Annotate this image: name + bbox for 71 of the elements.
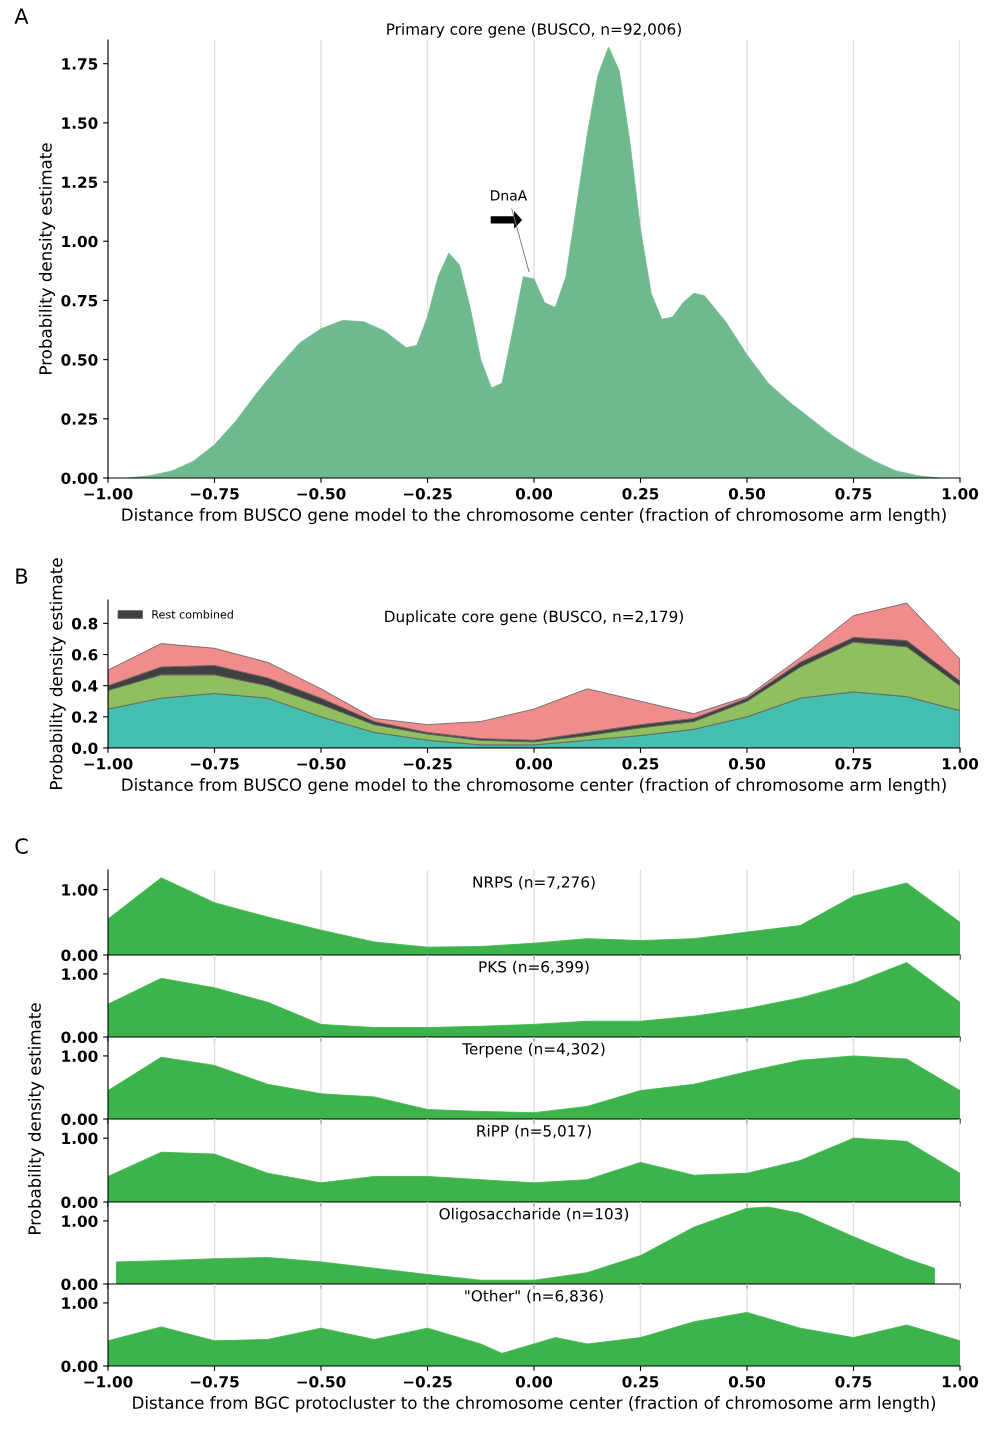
x-tick-label: −0.75 (190, 487, 239, 500)
x-tick-label: −0.50 (297, 487, 346, 500)
text: C (15, 838, 28, 854)
y-tick-label: 0.00 (61, 949, 98, 962)
y-tick-label: 1.00 (62, 1215, 98, 1227)
x-tick-label: 0.75 (835, 757, 872, 770)
y-tick-label: 0.75 (61, 294, 98, 307)
y-tick-label: 1.00 (62, 235, 98, 248)
text: Duplicate core gene (BUSCO, n=2,179) (385, 610, 683, 626)
x-tick-label: −0.50 (297, 1375, 346, 1388)
y-axis-title: Probability density estimate (27, 1003, 45, 1234)
x-tick-label: −0.25 (403, 487, 452, 500)
y-tick-label: 0.00 (61, 1031, 98, 1044)
x-tick-label: 0.00 (515, 757, 553, 770)
x-tick-label: −0.25 (403, 1375, 452, 1388)
x-tick-label: 0.25 (622, 757, 659, 770)
x-tick-label: −0.75 (190, 1375, 239, 1388)
y-tick-label: 0.4 (71, 680, 98, 692)
y-tick-label: 1.25 (62, 176, 98, 189)
y-tick-label: 1.00 (62, 1132, 98, 1145)
y-tick-label: 0.00 (61, 472, 98, 485)
x-tick-label: 0.75 (835, 1375, 872, 1388)
y-tick-label: 1.00 (62, 884, 98, 896)
x-tick-label: 0.00 (515, 487, 553, 500)
y-tick-label: 0.00 (61, 1360, 98, 1373)
chart-title: Terpene (n=4,302) (462, 1042, 605, 1058)
y-tick-label: 0.2 (71, 711, 97, 723)
text: A (14, 8, 29, 24)
chart-title: NRPS (n=7,276) (473, 875, 595, 890)
x-tick-label: 1.00 (942, 757, 979, 770)
x-tick-label: 1.00 (942, 1375, 979, 1388)
y-tick-label: 0.0 (71, 742, 98, 755)
chart-title: "Other" (n=6,836) (465, 1289, 603, 1304)
x-tick-label: −0.75 (190, 757, 239, 770)
y-tick-label: 0.6 (71, 648, 98, 661)
y-tick-label: 1.50 (62, 117, 98, 129)
x-tick-label: 0.50 (728, 487, 766, 500)
text: B (16, 568, 28, 584)
y-tick-label: 1.75 (62, 58, 98, 70)
x-tick-label: 1.00 (942, 487, 979, 500)
chart-title: PKS (n=6,399) (479, 960, 589, 975)
y-axis-title: Probability density estimate (38, 143, 56, 374)
y-tick-label: 0.00 (61, 1278, 98, 1291)
x-axis-title: Distance from BGC protocluster to the chromosome center (fraction of chromosome arm length) (133, 1396, 936, 1413)
x-tick-label: −1.00 (84, 487, 133, 500)
x-axis-title: Distance from BUSCO gene model to the chromosome center (fraction of chromosome arm length) (122, 778, 946, 795)
y-tick-label: 0.8 (71, 617, 98, 630)
x-tick-label: −0.50 (297, 757, 346, 770)
y-tick-label: 0.50 (61, 354, 98, 366)
y-tick-label: 0.00 (61, 1113, 98, 1126)
y-tick-label: 1.00 (62, 1050, 98, 1062)
annotation: DnaA (491, 190, 528, 201)
x-tick-label: −1.00 (84, 1375, 133, 1388)
legend-label: Rest combined (152, 610, 233, 619)
x-tick-label: 0.50 (728, 757, 766, 770)
chart-title: Primary core gene (BUSCO, n=92,006) (387, 23, 681, 38)
y-tick-label: 0.25 (61, 413, 98, 425)
x-axis-title: Distance from BUSCO gene model to the chromosome center (fraction of chromosome arm length) (122, 508, 946, 525)
chart-title: Oligosaccharide (n=103) (439, 1207, 629, 1223)
y-tick-label: 1.00 (62, 968, 98, 980)
chart-title: RiPP (n=5,017) (477, 1124, 591, 1139)
y-axis-title: Probability density estimate (49, 558, 66, 789)
x-tick-label: −1.00 (84, 757, 133, 770)
x-tick-label: 0.50 (728, 1375, 766, 1388)
x-tick-label: −0.25 (403, 757, 452, 770)
y-tick-label: 1.00 (62, 1297, 98, 1309)
x-tick-label: 0.75 (835, 487, 872, 500)
y-tick-label: 0.00 (61, 1196, 98, 1209)
x-tick-label: 0.25 (622, 1375, 659, 1388)
x-tick-label: 0.00 (515, 1375, 553, 1388)
x-tick-label: 0.25 (622, 487, 659, 500)
